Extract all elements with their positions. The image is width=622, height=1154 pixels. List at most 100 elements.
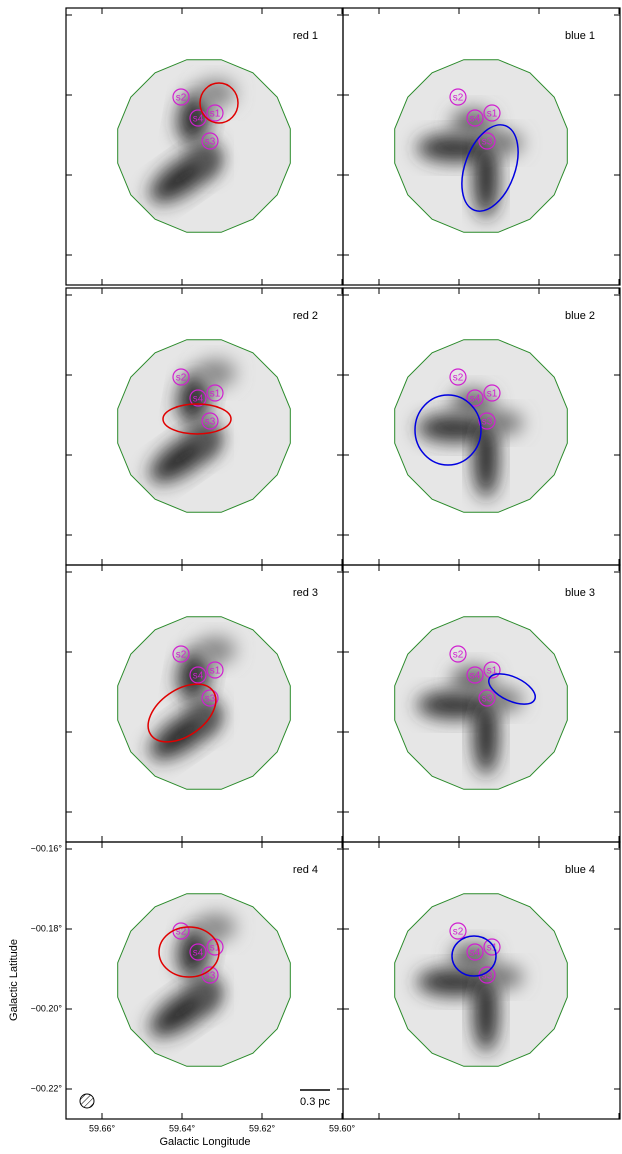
x-tick-label: 59.66° (89, 1123, 116, 1133)
panel: s1 s2 s3 s4 blue 2 (342, 287, 621, 566)
panel: s1 s2 s3 s4 red 2 (65, 287, 344, 566)
region-ellipse (451, 935, 497, 977)
source-label: s4 (470, 948, 481, 959)
source-label: s3 (205, 971, 216, 982)
panel: s1 s2 s3 s4 blue 3 (342, 564, 621, 843)
source-label: s4 (470, 671, 481, 682)
emission (483, 411, 523, 435)
panel: s1 s2 s3 s4 blue 4 (342, 841, 621, 1120)
source-marker (483, 661, 501, 679)
panel-label: blue 4 (565, 864, 595, 876)
source-marker (189, 943, 207, 961)
emission (474, 695, 498, 775)
region-ellipse (414, 394, 482, 466)
source-label: s1 (487, 389, 498, 400)
panel-frame (342, 7, 621, 286)
panel-label: blue 3 (565, 587, 595, 599)
source-marker (466, 109, 484, 127)
emission (474, 972, 498, 1052)
panel: s1 s2 s3 s4 blue 1 (342, 7, 621, 286)
mask-outline (117, 616, 291, 790)
mask-outline (394, 59, 568, 233)
x-tick-label: 59.62° (249, 1123, 276, 1133)
source-label: s2 (176, 93, 187, 104)
source-marker (206, 661, 224, 679)
source-marker (449, 368, 467, 386)
source-marker (172, 88, 190, 106)
source-label: s2 (453, 650, 464, 661)
panel-label: blue 2 (565, 310, 595, 322)
emission (177, 372, 211, 424)
emission (417, 968, 493, 996)
source-label: s2 (453, 93, 464, 104)
source-label: s2 (453, 927, 464, 938)
y-tick-label: −00.16° (31, 843, 63, 853)
emission (196, 359, 236, 387)
source-marker (201, 132, 219, 150)
source-label: s1 (210, 666, 221, 677)
emission (196, 79, 236, 107)
source-label: s4 (193, 114, 204, 125)
source-label: s3 (482, 137, 493, 148)
panel-label: red 1 (293, 30, 318, 42)
source-marker (478, 132, 496, 150)
panel-frame (342, 841, 621, 1120)
emission (474, 138, 498, 218)
source-marker (449, 922, 467, 940)
source-marker (189, 389, 207, 407)
region-ellipse (147, 683, 217, 743)
source-label: s4 (193, 948, 204, 959)
beam (79, 1093, 95, 1109)
map (117, 59, 291, 233)
source-marker (478, 412, 496, 430)
source-label: s2 (176, 650, 187, 661)
source-marker (483, 384, 501, 402)
mask-outline (117, 893, 291, 1067)
mask-outline (394, 616, 568, 790)
region-ellipse (162, 403, 232, 435)
emission (417, 134, 493, 162)
source-label: s4 (470, 114, 481, 125)
source-marker (206, 384, 224, 402)
y-tick-label: −00.20° (31, 1003, 63, 1013)
y-tick-label: −00.18° (31, 923, 63, 933)
scale-bar-label: 0.3 pc (300, 1096, 330, 1108)
mask-outline (117, 339, 291, 513)
mask-outline (117, 59, 291, 233)
map (394, 893, 568, 1067)
emission (177, 92, 211, 144)
source-marker (449, 88, 467, 106)
emission (483, 965, 523, 989)
source-label: s3 (482, 971, 493, 982)
emission (417, 691, 493, 719)
source-marker (466, 666, 484, 684)
source-marker (172, 645, 190, 663)
source-label: s1 (210, 109, 221, 120)
region-ellipse (488, 673, 536, 705)
panel: s1 s2 s3 s4 red 1 (65, 7, 344, 286)
source-label: s3 (482, 694, 493, 705)
y-tick-label: −00.22° (31, 1083, 63, 1093)
source-marker (449, 645, 467, 663)
source-marker (206, 104, 224, 122)
source-label: s2 (176, 373, 187, 384)
mask-outline (394, 893, 568, 1067)
emission (196, 636, 236, 664)
emission (483, 131, 523, 155)
source-label: s2 (453, 373, 464, 384)
emission (196, 913, 236, 941)
x-tick-label: 59.64° (169, 1123, 196, 1133)
source-marker (466, 943, 484, 961)
source-label: s3 (205, 137, 216, 148)
x-tick-label: 59.60° (329, 1123, 356, 1133)
source-marker (172, 368, 190, 386)
source-marker (483, 104, 501, 122)
emission (483, 688, 523, 712)
panel-label: blue 1 (565, 30, 595, 42)
y-axis-title: Galactic Latitude (8, 939, 20, 1021)
source-marker (478, 689, 496, 707)
source-label: s1 (210, 943, 221, 954)
panel-label: red 3 (293, 587, 318, 599)
region-ellipse (158, 926, 220, 978)
